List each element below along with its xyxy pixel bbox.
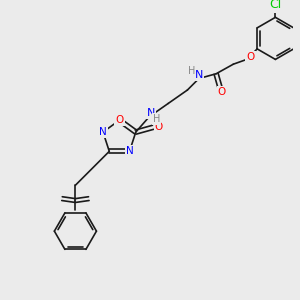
Text: Cl: Cl	[269, 0, 281, 11]
Text: H: H	[188, 66, 195, 76]
Text: N: N	[195, 70, 203, 80]
Text: O: O	[154, 122, 163, 132]
Text: N: N	[147, 108, 155, 118]
Text: H: H	[153, 114, 160, 124]
Text: O: O	[115, 115, 124, 125]
Text: N: N	[99, 127, 107, 137]
Text: N: N	[126, 146, 134, 156]
Text: O: O	[246, 52, 255, 61]
Text: O: O	[218, 87, 226, 97]
